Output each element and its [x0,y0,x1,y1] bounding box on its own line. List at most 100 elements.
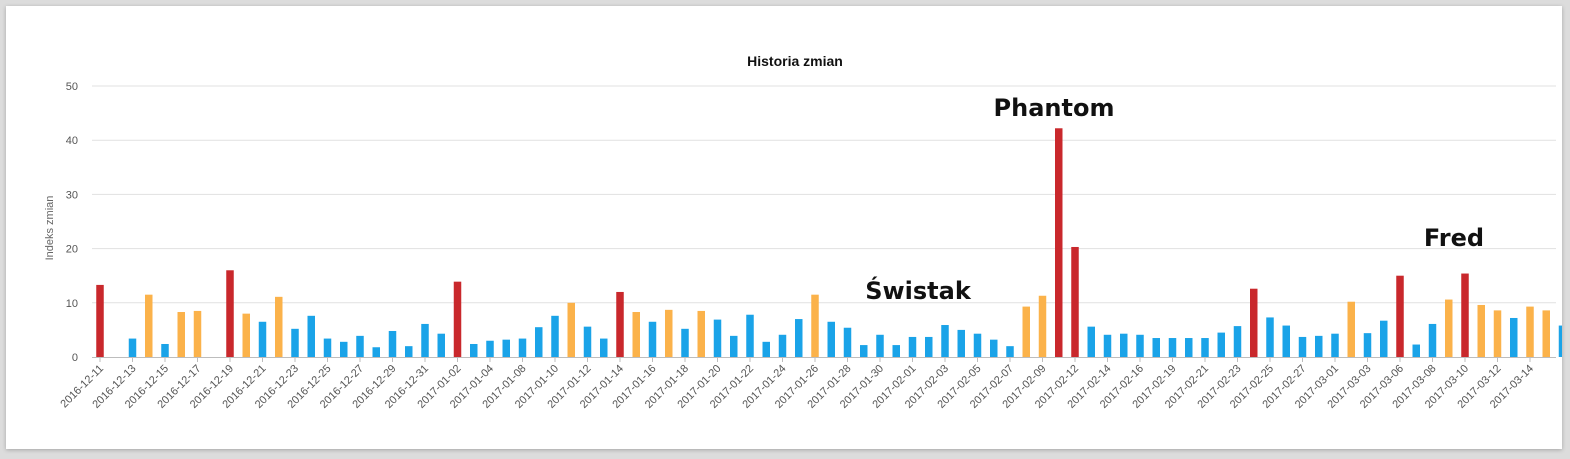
bar[interactable] [470,343,478,357]
bar[interactable] [681,328,689,357]
gridlines [92,85,1556,304]
bar[interactable] [1510,317,1518,357]
bar[interactable] [1006,346,1014,357]
bar[interactable] [1428,323,1437,357]
bar[interactable] [860,345,868,357]
bar[interactable] [388,330,397,357]
bar[interactable] [405,346,413,357]
bar[interactable] [535,327,543,357]
bar[interactable] [1152,338,1161,357]
bar[interactable] [193,310,202,357]
bar[interactable] [356,335,364,357]
annotation-label: Świstak [865,275,972,305]
bar[interactable] [1315,335,1323,357]
bar[interactable] [616,291,624,357]
bar[interactable] [811,294,819,357]
annotation-label: Phantom [994,94,1115,122]
bar[interactable] [1542,310,1551,357]
bar[interactable] [941,325,949,357]
bar[interactable] [1136,334,1144,357]
bar[interactable] [1233,326,1242,357]
bar[interactable] [925,336,933,357]
bar[interactable] [827,321,836,357]
bar[interactable] [161,343,169,357]
bar[interactable] [1331,333,1339,357]
bar[interactable] [697,310,706,357]
chart-panel: Historia zmian Indeks zmian 0 10 20 30 40 50 … [6,6,1562,449]
bar[interactable] [1445,299,1453,357]
bar[interactable] [128,338,137,357]
bar[interactable] [1363,333,1372,357]
bar[interactable] [1250,288,1258,357]
bar[interactable] [518,338,527,357]
annotations: Phantom Świstak Fred [865,94,1484,305]
bar[interactable] [892,345,901,357]
bar[interactable] [1103,334,1112,357]
bar[interactable] [1217,332,1226,357]
bar[interactable] [730,335,738,357]
bar[interactable] [600,338,608,357]
bar[interactable] [177,312,186,357]
bar[interactable] [713,319,722,357]
bar[interactable] [843,327,852,357]
bar[interactable] [1347,301,1356,357]
bar[interactable] [1526,306,1534,357]
bar[interactable] [1120,333,1128,357]
bar[interactable] [795,319,803,357]
bar[interactable] [1461,273,1469,357]
bar[interactable] [1055,128,1063,357]
bar[interactable] [746,314,754,357]
bar[interactable] [1477,304,1486,357]
bar[interactable] [421,323,429,357]
bar[interactable] [437,333,446,357]
bar[interactable] [583,326,592,357]
bar[interactable] [1185,338,1193,357]
bar[interactable] [226,270,234,357]
chart-title: Historia zmian [747,53,843,69]
bar[interactable] [551,315,559,357]
bar[interactable] [242,313,251,357]
bar[interactable] [957,329,966,357]
bar[interactable] [876,334,884,357]
bar[interactable] [778,334,787,357]
bar[interactable] [632,312,641,357]
bar[interactable] [1168,338,1177,357]
bar[interactable] [1412,344,1421,357]
bar[interactable] [1022,306,1031,357]
bar[interactable] [307,315,316,357]
bar[interactable] [453,281,462,357]
bar[interactable] [372,347,381,357]
bar[interactable] [973,333,982,357]
bar[interactable] [96,284,104,357]
bar[interactable] [1087,326,1096,357]
y-axis-ticks: 0 10 20 30 40 50 [66,81,78,364]
bar[interactable] [665,309,673,357]
bar[interactable] [648,321,657,357]
bar[interactable] [567,302,576,357]
y-tick-label: 50 [66,81,78,93]
bar[interactable] [145,294,153,357]
bar[interactable] [1380,320,1388,357]
bar[interactable] [990,339,998,357]
bar[interactable] [275,296,283,357]
bar[interactable] [908,336,917,357]
bar[interactable] [1266,317,1274,357]
bar[interactable] [502,339,511,357]
bar[interactable] [1493,310,1502,357]
bar[interactable] [1282,325,1291,357]
bar[interactable] [1298,336,1307,357]
bar[interactable] [1558,325,1562,357]
bar[interactable] [1201,338,1209,357]
bar[interactable] [258,321,267,357]
bar[interactable] [1396,275,1404,357]
bar[interactable] [340,341,348,357]
annotation-label: Fred [1424,224,1484,252]
bar[interactable] [486,340,494,357]
y-axis-label: Indeks zmian [44,196,56,261]
bar[interactable] [1071,246,1079,357]
bar[interactable] [291,328,299,357]
bar[interactable] [323,338,332,357]
bar[interactable] [762,341,771,357]
bar[interactable] [1038,295,1047,357]
bars [96,128,1562,357]
